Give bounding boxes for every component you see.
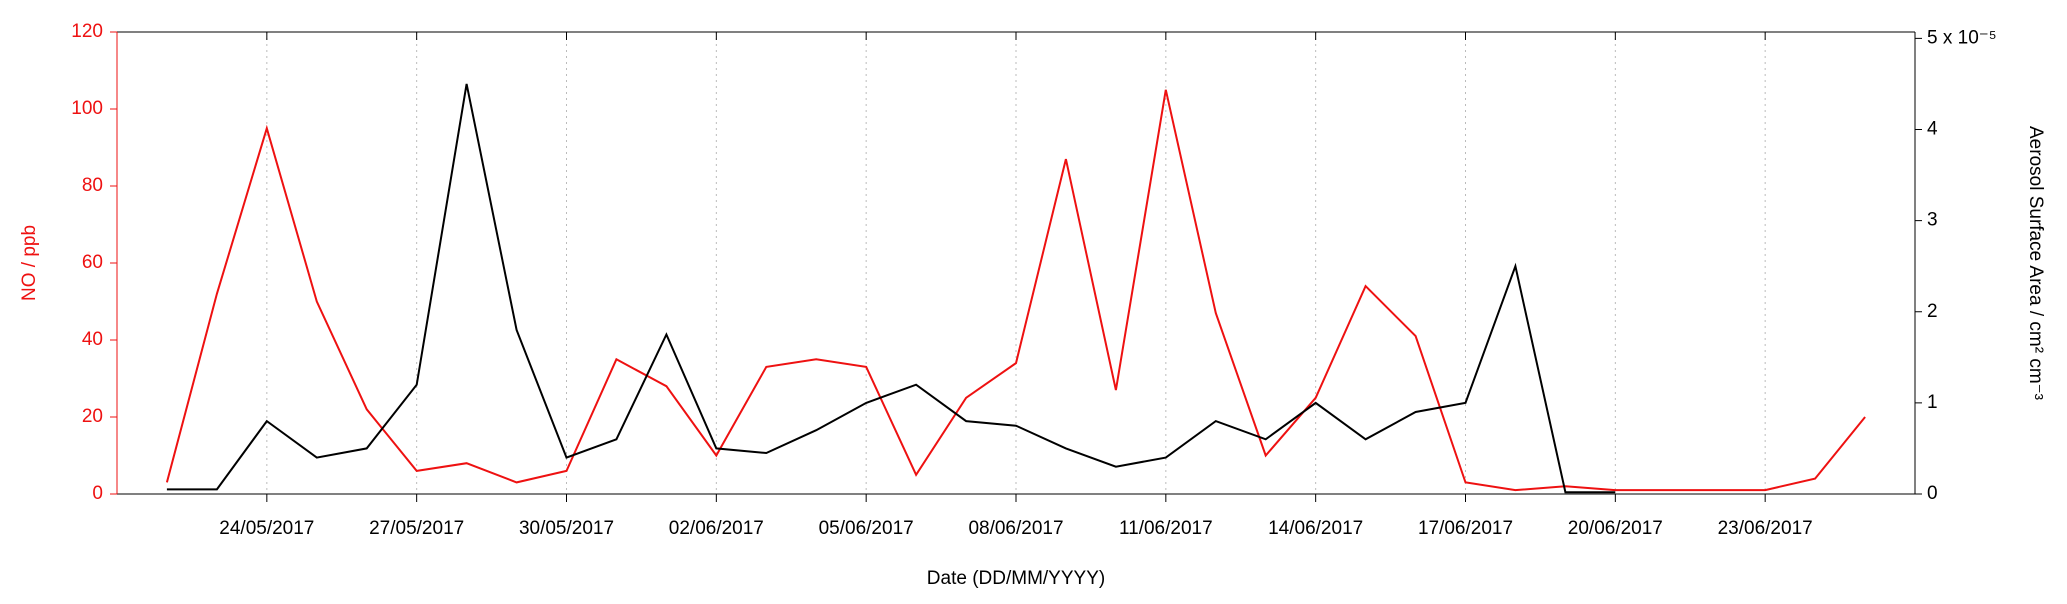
series-line: [165, 89, 1866, 492]
x-tick-label: 30/05/2017: [519, 518, 614, 539]
x-tick-label: 20/06/2017: [1568, 518, 1663, 539]
y-tick-label: 0: [92, 483, 103, 504]
y2-tick-label: 4: [1927, 119, 1938, 140]
y-tick-label: 60: [82, 252, 103, 273]
y2-axis-label: Aerosol Surface Area / cm² cm⁻³: [2025, 126, 2046, 400]
y-axis-label: NO / ppb: [19, 225, 40, 301]
y-tick-label: 100: [71, 98, 103, 119]
y2-tick-label: 5 x 10⁻⁵: [1927, 27, 1997, 48]
y-tick-label: 80: [82, 175, 103, 196]
x-tick-label: 05/06/2017: [819, 518, 914, 539]
x-tick-label: 02/06/2017: [669, 518, 764, 539]
y-tick-label: 20: [82, 406, 103, 427]
x-tick-label: 23/06/2017: [1718, 518, 1813, 539]
y2-tick-label: 1: [1927, 392, 1938, 413]
x-tick-label: 08/06/2017: [968, 518, 1063, 539]
x-tick-label: 17/06/2017: [1418, 518, 1513, 539]
x-tick-label: 11/06/2017: [1119, 518, 1213, 539]
x-tick-label: 24/05/2017: [219, 518, 314, 539]
x-tick-label: 27/05/2017: [369, 518, 464, 539]
y2-tick-label: 3: [1927, 210, 1938, 231]
y2-tick-label: 0: [1927, 483, 1938, 504]
y2-tick-label: 2: [1927, 301, 1938, 322]
y-tick-label: 120: [71, 21, 103, 42]
x-axis-label: Date (DD/MM/YYYY): [927, 568, 1105, 589]
x-tick-label: 14/06/2017: [1268, 518, 1363, 539]
y-tick-label: 40: [82, 329, 103, 350]
series-line: [166, 83, 1616, 494]
